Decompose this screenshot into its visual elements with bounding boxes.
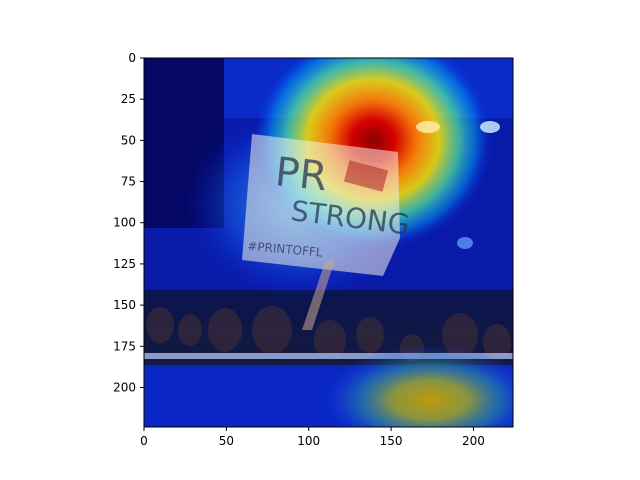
heatmap-plot-area: PR STRONG #PRINTOFFL	[144, 58, 513, 427]
y-tick-label: 75	[121, 175, 136, 189]
heatmap-hotspot-bottom	[320, 345, 513, 427]
light-glint-3	[457, 237, 473, 249]
x-tick-label: 50	[219, 434, 234, 448]
y-tick-label: 175	[113, 339, 136, 353]
light-glint-2	[480, 121, 500, 133]
light-glint-1	[416, 121, 440, 133]
railing	[144, 353, 513, 359]
y-tick-label: 100	[113, 216, 136, 230]
y-tick-label: 200	[113, 380, 136, 394]
y-tick-label: 50	[121, 133, 136, 147]
y-tick-label: 150	[113, 298, 136, 312]
plot-frame	[143, 57, 514, 428]
y-tick-label: 25	[121, 92, 136, 106]
x-tick-label: 200	[462, 434, 485, 448]
x-axis: 0 50 100 150 200	[140, 427, 485, 448]
y-axis: 0 25 50 75 100 125 150 175 200	[113, 51, 144, 394]
sign-text-line3: #PRINTOFFL	[247, 239, 324, 260]
crowd-heads	[146, 306, 511, 362]
y-tick-label: 125	[113, 257, 136, 271]
y-tick-label: 0	[128, 51, 136, 65]
protest-sign: PR STRONG #PRINTOFFL	[242, 134, 411, 276]
sign-text-line1: PR	[273, 149, 329, 200]
x-tick-label: 150	[380, 434, 403, 448]
raised-arm	[302, 260, 335, 330]
x-tick-label: 0	[140, 434, 148, 448]
x-tick-label: 100	[297, 434, 320, 448]
